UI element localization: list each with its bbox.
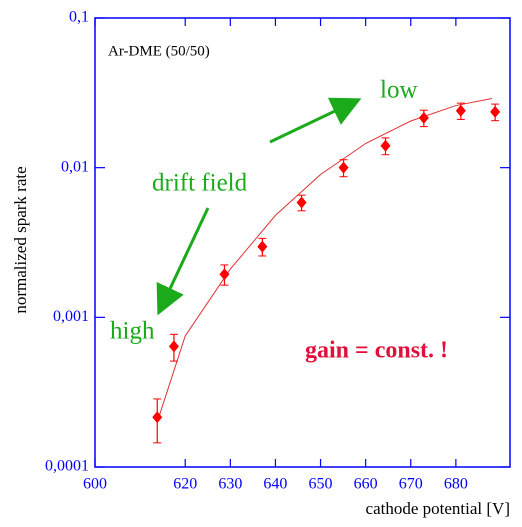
- x-tick-label: 620: [173, 476, 197, 493]
- point: [338, 161, 349, 174]
- point: [168, 340, 179, 353]
- annotation: gain = const. !: [305, 338, 448, 364]
- point: [455, 104, 466, 117]
- point: [296, 196, 307, 209]
- y-tick-label: 0,0001: [45, 458, 89, 475]
- x-tick-label: 680: [444, 476, 468, 493]
- point: [152, 411, 163, 424]
- y-tick-label: 0,1: [69, 9, 89, 26]
- x-tick-label: 630: [218, 476, 242, 493]
- annotation: high: [110, 318, 155, 345]
- chart-title: Ar-DME (50/50): [108, 43, 210, 59]
- x-tick-label: 650: [309, 476, 333, 493]
- x-tick-label: 640: [263, 476, 287, 493]
- x-tick-label: 600: [83, 476, 107, 493]
- y-tick-label: 0,001: [53, 308, 89, 325]
- plot-frame: [94, 17, 511, 468]
- x-tick-label: 670: [399, 476, 423, 493]
- y-axis-label: normalized spark rate: [11, 166, 30, 313]
- y-tick-label: 0,01: [61, 158, 89, 175]
- point: [418, 111, 429, 124]
- annotation: drift field: [152, 170, 248, 197]
- point: [219, 268, 230, 281]
- arrow: [269, 97, 362, 144]
- point: [380, 139, 391, 152]
- x-axis-label: cathode potential [V]: [366, 499, 510, 518]
- fit-line: [156, 97, 493, 423]
- x-tick-label: 660: [354, 476, 378, 493]
- annotation: low: [380, 77, 418, 104]
- point: [490, 105, 501, 118]
- point: [257, 240, 268, 253]
- arrow: [156, 207, 210, 316]
